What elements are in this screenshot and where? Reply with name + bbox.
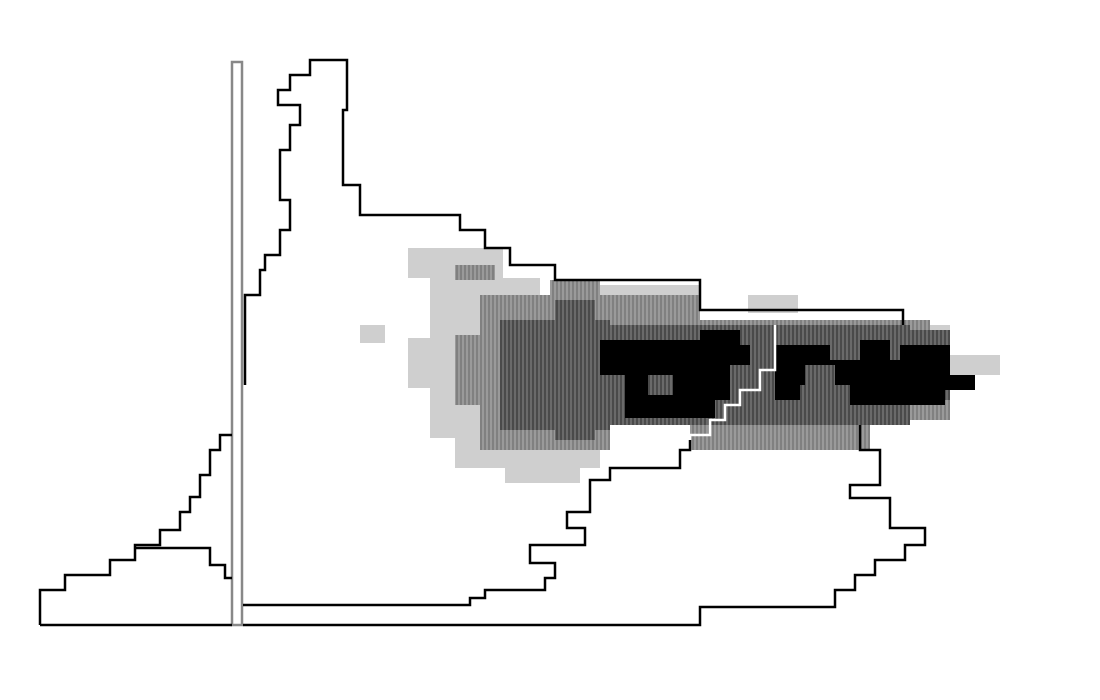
contour-white: [688, 325, 777, 450]
left-histogram: [38, 433, 232, 627]
left-inner-histogram: [135, 546, 232, 580]
right-histogram: [243, 425, 927, 627]
top-histogram: [243, 58, 905, 385]
density-peak: [600, 330, 975, 418]
axis-bar: [230, 60, 244, 627]
lower-outline: [243, 440, 692, 607]
